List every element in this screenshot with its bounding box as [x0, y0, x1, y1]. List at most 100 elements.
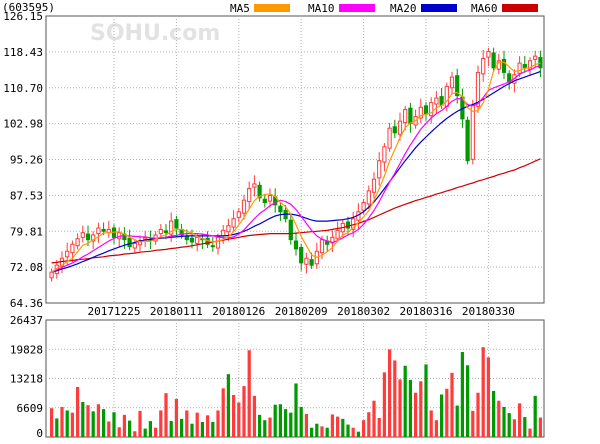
candle-body [387, 127, 392, 149]
candle-body [491, 52, 496, 69]
candle-body [174, 219, 179, 229]
candle [247, 181, 252, 210]
volume-bar [205, 415, 210, 437]
candle-body [439, 96, 444, 106]
candle-body [262, 198, 267, 203]
legend-label-ma60: MA60 [471, 2, 498, 15]
candle-body [91, 234, 96, 242]
price-y-axis: 126.15 118.43 110.70 102.98 95.26 87.53 79.81 7… [3, 10, 43, 310]
candle-body [449, 76, 455, 89]
legend-swatch-ma20 [421, 4, 457, 12]
candle [538, 50, 543, 78]
volume-bar [408, 379, 413, 437]
candle-body [444, 85, 449, 107]
volume-bar [393, 360, 397, 437]
candle [517, 56, 522, 78]
volume-bar [512, 419, 517, 437]
volume-bar [221, 388, 225, 437]
candle-body [299, 247, 304, 264]
volume-bar [86, 405, 90, 437]
candle [143, 230, 148, 248]
moving-average-lines [51, 61, 541, 273]
volume-bar [169, 421, 173, 437]
date-tick-label: 20180316 [400, 305, 453, 318]
volume-bar [174, 398, 179, 437]
candle-body [278, 205, 283, 213]
volume-bar [200, 421, 205, 437]
volume-bar [315, 423, 319, 437]
candle-body [361, 201, 366, 211]
candle-body [210, 245, 215, 248]
volume-bar [528, 428, 532, 437]
legend-swatch-ma5 [254, 4, 290, 12]
volume-bar [283, 409, 288, 437]
volume-bar [231, 394, 236, 437]
ma10-line [51, 64, 541, 273]
candle [257, 181, 262, 202]
volume-bar [65, 410, 69, 437]
candle-body [335, 229, 340, 240]
candle-body [132, 242, 137, 249]
volume-bar [179, 418, 184, 437]
candle-body [486, 51, 491, 58]
candle-body [169, 220, 174, 235]
volume-bar [486, 357, 491, 437]
volume-bar [247, 350, 251, 437]
volume-bar [138, 410, 142, 437]
volume-tick-label: 6609 [17, 402, 44, 415]
volume-bar [445, 388, 449, 437]
volume-y-axis: 26437 19828 13218 6609 0 [10, 314, 43, 440]
candle-body [408, 107, 413, 125]
candle-body [288, 219, 293, 241]
price-tick-label: 126.15 [3, 10, 43, 23]
candle-body [423, 105, 429, 115]
candle [382, 143, 387, 172]
volume-bar [502, 406, 506, 437]
candle [397, 112, 403, 141]
candle-body [522, 64, 527, 69]
volume-bar [346, 424, 350, 437]
volume-bar [325, 427, 329, 437]
volume-bar [153, 427, 158, 437]
candle-body [195, 236, 200, 244]
candle-body [59, 257, 65, 268]
volume-bar [185, 410, 189, 437]
date-tick-label: 20180126 [212, 305, 265, 318]
candle-body [252, 183, 257, 188]
volume-bar [237, 402, 241, 437]
candle-body [366, 190, 371, 205]
date-tick-label: 20180330 [462, 305, 515, 318]
date-tick-label: 20171225 [88, 305, 141, 318]
volume-bar [361, 420, 366, 437]
volume-bar [278, 404, 283, 437]
volume-bar [55, 418, 59, 437]
volume-bar [70, 412, 75, 437]
ma-legend: MA5 MA10 MA20 MA60 [230, 2, 538, 15]
candle [392, 119, 397, 138]
volume-bar [538, 417, 543, 437]
candle-body [481, 57, 486, 75]
candle-body [319, 239, 325, 254]
candle [80, 225, 85, 243]
volume-tick-label: 13218 [10, 373, 43, 386]
candle [293, 232, 299, 256]
candle [429, 97, 434, 124]
volume-bar [242, 386, 246, 437]
volume-bar [497, 400, 501, 437]
volume-bar [143, 428, 147, 437]
candle-body [247, 188, 252, 203]
date-axis: 20171225 20180111 20180126 20180209 20180302… [88, 305, 515, 318]
candle [174, 215, 179, 238]
candle-body [163, 230, 169, 234]
volume-bar [164, 393, 168, 437]
volume-bar [81, 402, 85, 437]
candle [304, 252, 309, 274]
ma5-line [51, 61, 541, 273]
volume-bar [309, 427, 314, 437]
volume-bar [289, 412, 293, 437]
volume-bar [351, 427, 355, 437]
price-tick-label: 118.43 [3, 46, 43, 59]
volume-bar [450, 372, 454, 437]
